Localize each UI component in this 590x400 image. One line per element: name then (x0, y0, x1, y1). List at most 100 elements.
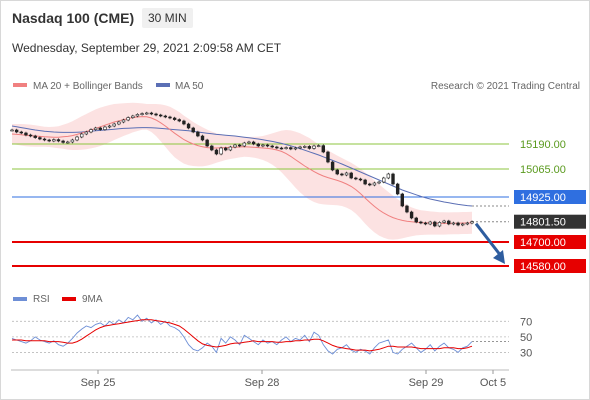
timeframe-badge[interactable]: 30 MIN (142, 8, 193, 28)
candle-body (214, 149, 219, 155)
candle-body (79, 133, 84, 138)
x-tick-label: Oct 5 (480, 377, 506, 389)
candle-body (447, 220, 451, 225)
candle-body (75, 136, 79, 141)
candle-body (414, 217, 418, 223)
candle-body (340, 173, 344, 176)
candle-body (14, 129, 19, 133)
candle-body (98, 127, 102, 130)
candle-body (224, 147, 228, 151)
rsi-line (11, 314, 473, 355)
candle-body (391, 173, 395, 185)
candle-body (163, 115, 168, 118)
candle-body (456, 222, 460, 226)
candle-body (433, 221, 437, 227)
candle-body (117, 121, 121, 125)
candle-body (84, 131, 89, 135)
candle-body (321, 145, 326, 153)
candle-body (344, 172, 349, 176)
candle-body (256, 143, 260, 147)
candle-body (451, 222, 456, 225)
current-price-tag (514, 214, 586, 229)
x-tick-label: Sep 29 (409, 377, 444, 389)
candle-body (131, 115, 135, 118)
support-level-tag (514, 259, 586, 273)
candle-body (470, 221, 474, 224)
ma9-legend-swatch (62, 297, 76, 301)
ma50-line (11, 125, 473, 207)
candle-body (261, 144, 265, 147)
candle-body (265, 144, 270, 147)
candle-body (149, 112, 154, 115)
instrument-title: Nasdaq 100 (CME) (12, 10, 135, 26)
candle-body (289, 147, 293, 150)
candle-body (28, 134, 33, 137)
candle-body (126, 117, 130, 121)
candle-body (47, 139, 51, 142)
candle-body (354, 177, 358, 180)
candle-body (363, 179, 367, 185)
candle-body (177, 119, 181, 122)
candle-body (279, 147, 284, 150)
candle-body (121, 119, 126, 123)
candle-body (219, 147, 223, 155)
candle-body (103, 126, 107, 130)
ma9-legend-label: 9MA (82, 294, 103, 305)
candle-body (107, 125, 112, 128)
candle-body (349, 172, 353, 179)
support-level-label: 14580.00 (520, 261, 566, 273)
candle-body (465, 222, 470, 225)
candle-body (247, 141, 251, 144)
candle-body (93, 127, 98, 130)
candle-body (428, 221, 432, 225)
ma20-legend-label: MA 20 + Bollinger Bands (33, 81, 143, 92)
rsi-ma-line (12, 319, 473, 352)
candle-body (56, 139, 61, 142)
ma20-line (11, 116, 473, 224)
candle-body (168, 116, 172, 119)
x-tick-label: Sep 25 (81, 377, 116, 389)
candle-body (312, 145, 316, 149)
rsi-legend-label: RSI (33, 294, 50, 305)
support-level-label: 14700.00 (520, 237, 566, 249)
candle-body (284, 147, 288, 149)
candle-body (372, 182, 377, 186)
candle-body (200, 135, 205, 141)
candle-body (10, 129, 14, 132)
candle-body (52, 139, 56, 142)
candle-body (70, 139, 75, 143)
candle-body (38, 137, 42, 140)
copyright-text: Research © 2021 Trading Central (431, 81, 580, 92)
candle-body (186, 123, 191, 129)
ma50-legend-label: MA 50 (175, 81, 204, 92)
candle-body (242, 142, 247, 147)
candle-body (405, 205, 409, 213)
candle-body (145, 112, 149, 115)
candle-body (423, 222, 428, 225)
candle-body (298, 146, 302, 149)
candle-body (358, 178, 363, 181)
pivot-level-label: 14925.00 (520, 192, 566, 204)
candle-body (400, 193, 405, 207)
current-price-label: 14801.50 (520, 217, 566, 229)
candle-body (377, 181, 381, 184)
candle-body (205, 139, 209, 147)
candle-body (172, 117, 177, 120)
candle-body (307, 146, 312, 149)
candle-body (326, 151, 330, 163)
candle-body (409, 211, 414, 219)
pivot-level-tag (514, 190, 586, 204)
ma20-legend-swatch (13, 83, 27, 87)
candle-body (330, 161, 335, 171)
candle-body (382, 177, 386, 183)
candle-body (419, 221, 423, 224)
candle-body (191, 127, 195, 133)
rsi-panel: 70 50 30 (11, 314, 532, 359)
resistance-level-label: 15190.00 (520, 139, 566, 151)
candle-body (140, 113, 144, 115)
candle-body (442, 220, 446, 223)
candle-body (335, 169, 339, 175)
candle-body (135, 114, 140, 117)
candle-body (89, 129, 93, 133)
